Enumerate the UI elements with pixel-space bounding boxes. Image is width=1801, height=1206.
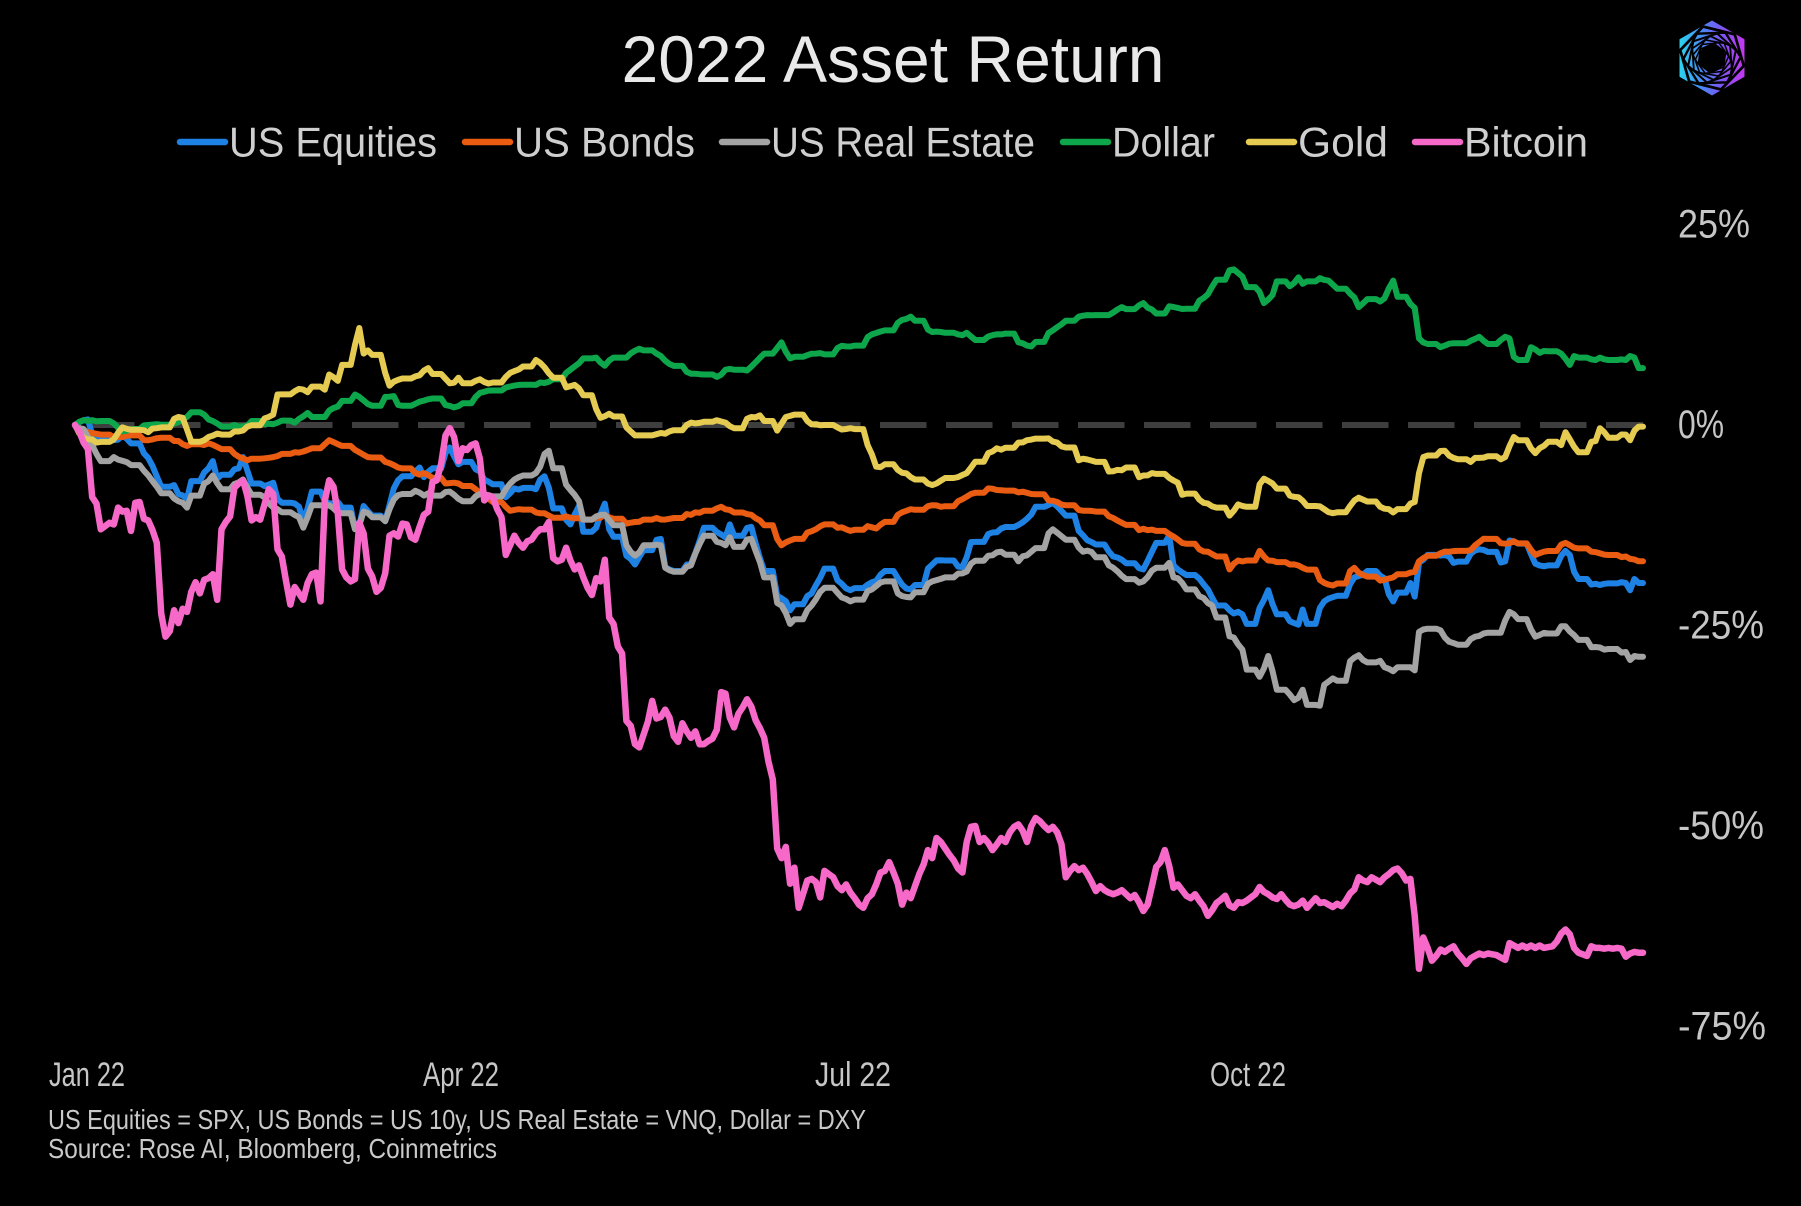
svg-text:Jul 22: Jul 22 bbox=[815, 1056, 891, 1094]
svg-text:Apr 22: Apr 22 bbox=[423, 1056, 499, 1094]
svg-text:Jan 22: Jan 22 bbox=[49, 1056, 125, 1094]
svg-text:2022 Asset Return: 2022 Asset Return bbox=[621, 22, 1164, 96]
svg-text:US Bonds: US Bonds bbox=[514, 119, 695, 166]
svg-text:US Equities: US Equities bbox=[229, 119, 437, 166]
svg-text:Dollar: Dollar bbox=[1112, 119, 1215, 166]
svg-text:Gold: Gold bbox=[1298, 119, 1388, 166]
svg-text:-75%: -75% bbox=[1678, 1005, 1766, 1049]
svg-text:Oct 22: Oct 22 bbox=[1210, 1056, 1286, 1094]
svg-text:Bitcoin: Bitcoin bbox=[1464, 119, 1588, 166]
svg-text:US Real Estate: US Real Estate bbox=[771, 119, 1035, 166]
svg-text:US Equities = SPX, US Bonds =: US Equities = SPX, US Bonds = US 10y, US… bbox=[48, 1104, 866, 1135]
svg-text:25%: 25% bbox=[1678, 203, 1750, 247]
svg-text:-25%: -25% bbox=[1678, 604, 1764, 648]
svg-text:0%: 0% bbox=[1678, 403, 1724, 447]
svg-text:-50%: -50% bbox=[1678, 804, 1764, 848]
svg-text:Source: Rose AI, Bloomberg, Co: Source: Rose AI, Bloomberg, Coinmetrics bbox=[48, 1133, 497, 1164]
